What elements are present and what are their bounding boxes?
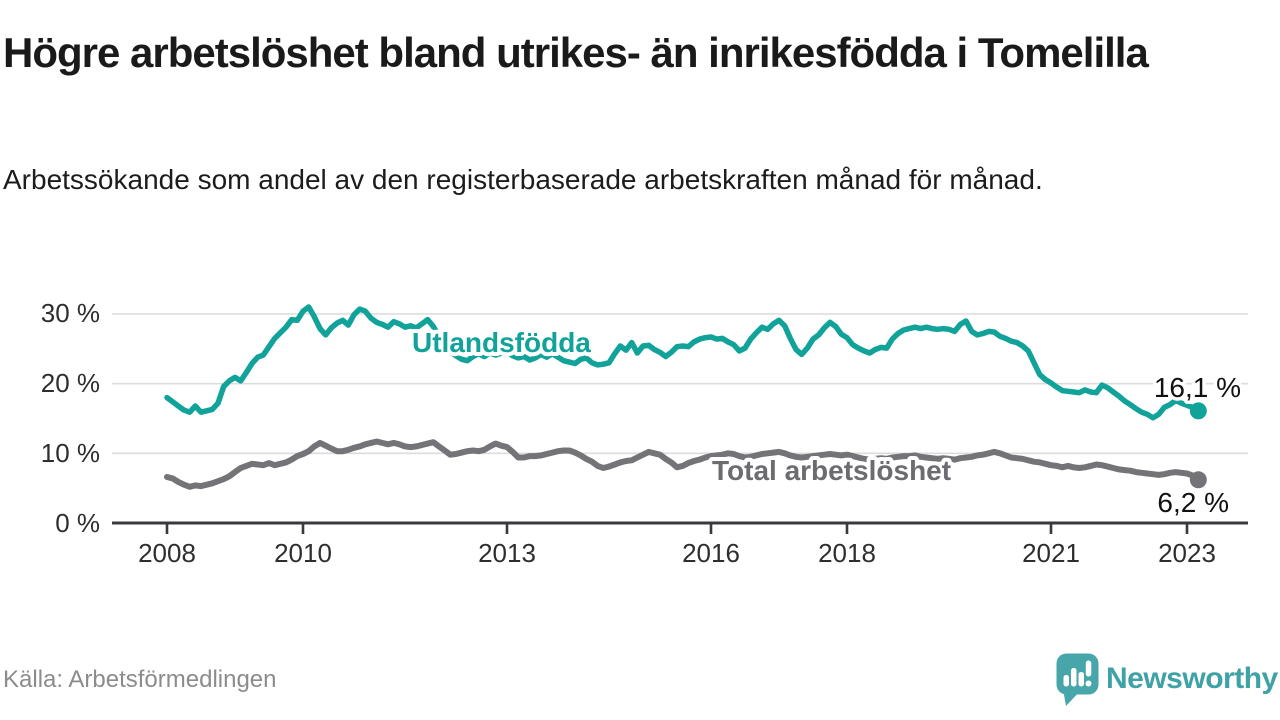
endpoint-value-total: 6,2 % — [1157, 487, 1229, 518]
x-axis-label-2013: 2013 — [478, 538, 536, 568]
newsworthy-wordmark: Newsworthy — [1106, 662, 1279, 695]
x-axis-label-2010: 2010 — [274, 538, 332, 568]
series-line-total-arbetsloshet — [164, 438, 1202, 490]
y-axis-label-30: 30 % — [41, 298, 100, 328]
y-axis-label-20: 20 % — [41, 368, 100, 398]
endpoint-dot-utlandsfodda — [1189, 402, 1207, 420]
series-lines — [164, 304, 1202, 490]
x-axis-label-2021: 2021 — [1022, 538, 1080, 568]
x-axis-label-2008: 2008 — [138, 538, 196, 568]
x-axis-label-2023: 2023 — [1158, 538, 1216, 568]
source-note: Källa: Arbetsförmedlingen — [3, 666, 277, 693]
chart-subtitle: Arbetssökande som andel av den registerb… — [3, 164, 1043, 195]
y-axis-label-0: 0 % — [55, 508, 100, 538]
series-line-utlandsfodda — [164, 304, 1202, 421]
series-label-utlandsfodda: Utlandsfödda — [412, 327, 591, 358]
endpoint-dot-total-arbetsloshet — [1189, 471, 1207, 489]
series-label-total-arbetsloshet: Total arbetslöshet — [712, 455, 951, 486]
endpoint-value-utlandsfodda: 16,1 % — [1154, 372, 1241, 403]
x-axis-label-2016: 2016 — [682, 538, 740, 568]
x-axis-label-2018: 2018 — [818, 538, 876, 568]
y-axis: 0 % 10 % 20 % 30 % — [41, 298, 100, 538]
newsworthy-icon — [1056, 653, 1099, 706]
endpoint-dots — [1189, 402, 1207, 489]
page-title: Högre arbetslöshet bland utrikes- än inr… — [3, 29, 1149, 76]
x-axis: 2008 2010 2013 2016 2018 2021 2023 — [112, 521, 1248, 568]
newsworthy-logo: Newsworthy — [1056, 653, 1279, 706]
gridlines — [112, 313, 1248, 455]
x-axis-ticks — [165, 523, 1189, 534]
y-axis-label-10: 10 % — [41, 438, 100, 468]
